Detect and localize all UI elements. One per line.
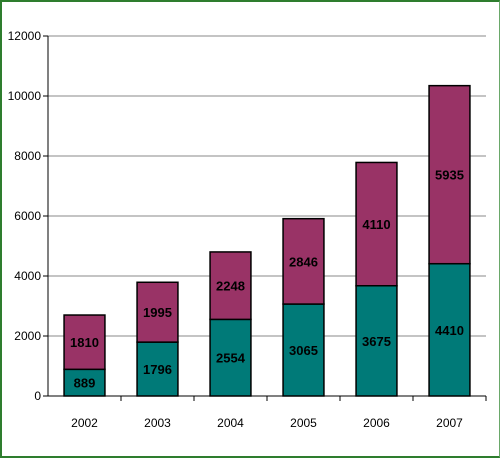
y-tick-label: 0: [34, 389, 41, 403]
data-label: 2554: [216, 351, 246, 366]
data-label: 1796: [143, 362, 172, 377]
labels-layer: 0 2000 4000 6000 8000 10000 12000 889 1810 2002 17…: [8, 29, 464, 430]
x-tick-label: 2007: [436, 416, 463, 430]
y-tick-label: 10000: [8, 89, 42, 103]
bar-segment-1: [209, 318, 252, 397]
data-label: 1995: [143, 305, 172, 320]
data-label: 1810: [70, 335, 99, 350]
bars-layer: [63, 84, 471, 397]
x-tick-label: 2002: [71, 416, 98, 430]
axes-layer: [43, 35, 487, 401]
y-tick-label: 4000: [14, 269, 41, 283]
data-label: 889: [74, 376, 96, 391]
x-tick-label: 2004: [217, 416, 244, 430]
stacked-bar-chart: 0 2000 4000 6000 8000 10000 12000 889 1810 2002 17…: [8, 29, 487, 430]
bar-segment-1: [282, 303, 325, 397]
gridlines: [48, 35, 486, 337]
y-tick-label: 12000: [8, 29, 42, 43]
x-tick-label: 2003: [144, 416, 171, 430]
data-label: 3065: [289, 343, 318, 358]
data-label: 2248: [216, 279, 245, 294]
data-label: 5935: [435, 168, 464, 183]
x-tick-label: 2006: [363, 416, 390, 430]
data-label: 2846: [289, 254, 318, 269]
y-tick-label: 6000: [14, 209, 41, 223]
bar-segment-2: [209, 251, 252, 321]
bar-segment-2: [282, 217, 325, 305]
bar-segment-1: [428, 262, 471, 397]
x-tick-label: 2005: [290, 416, 317, 430]
bar-segment-2: [63, 314, 106, 371]
y-tick-label: 8000: [14, 149, 41, 163]
bar-segment-2: [136, 281, 179, 343]
data-label: 4410: [435, 323, 464, 338]
y-tick-label: 2000: [14, 329, 41, 343]
bar-segment-2: [428, 84, 471, 265]
bar-segment-2: [355, 161, 398, 287]
data-label: 4110: [362, 217, 390, 232]
bar-segment-1: [136, 341, 179, 397]
data-label: 3675: [362, 334, 391, 349]
